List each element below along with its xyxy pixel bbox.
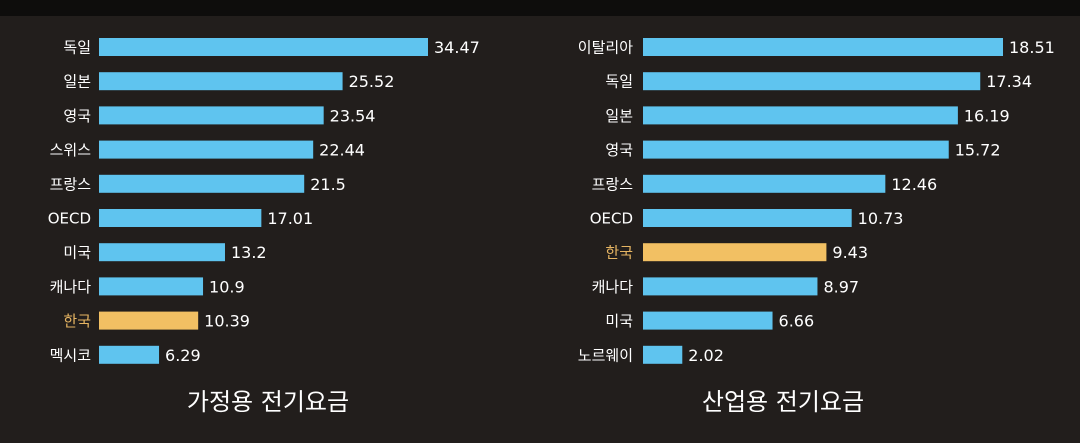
household-value-label: 13.2 <box>231 243 267 262</box>
industrial-category-label: 프랑스 <box>592 175 634 193</box>
household-category-label: 영국 <box>63 107 91 125</box>
industrial-value-label: 2.02 <box>688 346 724 365</box>
industrial-value-label: 10.73 <box>858 209 904 228</box>
household-bar <box>99 38 428 56</box>
household-electricity-chart: 독일 34.47 일본 25.52 영국 23.54 스위스 22.44 프랑스 21.5 OECD… <box>48 38 480 416</box>
industrial-electricity-chart: 이탈리아 18.51 독일 17.34 일본 16.19 영국 15.72 프랑스 12.46 OE… <box>578 38 1055 416</box>
industrial-bar <box>643 311 773 330</box>
industrial-bar <box>643 38 1003 56</box>
household-category-label: 프랑스 <box>50 175 92 193</box>
industrial-value-label: 12.46 <box>891 175 937 194</box>
household-value-label: 6.29 <box>165 346 201 365</box>
household-bar <box>99 209 262 227</box>
household-bar <box>99 140 314 159</box>
industrial-value-label: 17.34 <box>986 72 1032 91</box>
industrial-value-label: 18.51 <box>1009 38 1055 57</box>
industrial-bar <box>643 140 949 159</box>
household-category-label: 일본 <box>63 73 91 91</box>
household-category-label: 독일 <box>63 39 91 57</box>
household-bar <box>99 174 305 193</box>
industrial-chart-title: 산업용 전기요금 <box>702 388 864 416</box>
top-bar <box>0 0 1080 16</box>
household-category-label: OECD <box>48 210 91 228</box>
household-value-label: 17.01 <box>267 209 313 228</box>
industrial-bar <box>643 209 852 227</box>
household-value-label: 34.47 <box>434 38 480 57</box>
household-category-label: 캐나다 <box>50 278 92 296</box>
household-value-label: 21.5 <box>310 175 346 194</box>
industrial-bar <box>643 174 886 193</box>
industrial-category-label: 노르웨이 <box>578 346 633 364</box>
industrial-category-label: 영국 <box>605 141 633 159</box>
industrial-value-label: 16.19 <box>964 106 1010 125</box>
household-category-label: 한국 <box>63 312 91 330</box>
household-value-label: 22.44 <box>319 141 365 160</box>
industrial-value-label: 9.43 <box>832 243 868 262</box>
industrial-value-label: 8.97 <box>823 277 859 296</box>
industrial-value-label: 6.66 <box>779 312 815 331</box>
household-bar <box>99 345 160 364</box>
household-bar <box>99 106 324 125</box>
industrial-category-label: 일본 <box>605 107 633 125</box>
household-category-label: 미국 <box>63 244 91 262</box>
household-value-label: 23.54 <box>330 106 376 125</box>
industrial-value-label: 15.72 <box>955 141 1001 160</box>
household-value-label: 10.39 <box>204 312 250 331</box>
household-chart-title: 가정용 전기요금 <box>187 388 349 416</box>
household-bar <box>99 277 204 296</box>
household-value-label: 25.52 <box>349 72 395 91</box>
industrial-category-label: 이탈리아 <box>578 39 633 57</box>
industrial-bar <box>643 72 981 91</box>
industrial-category-label: OECD <box>590 210 633 228</box>
household-category-label: 멕시코 <box>50 346 91 364</box>
household-bar <box>99 72 343 91</box>
industrial-category-label: 미국 <box>605 312 633 330</box>
industrial-bar <box>643 345 683 364</box>
household-category-label: 스위스 <box>50 141 92 159</box>
household-value-label: 10.9 <box>209 277 245 296</box>
industrial-category-label: 한국 <box>605 244 633 262</box>
household-bar <box>99 311 199 330</box>
industrial-category-label: 캐나다 <box>592 278 634 296</box>
industrial-bar <box>643 106 958 125</box>
industrial-category-label: 독일 <box>605 73 633 91</box>
industrial-bar <box>643 243 827 262</box>
industrial-bar <box>643 277 818 296</box>
household-bar <box>99 243 225 262</box>
